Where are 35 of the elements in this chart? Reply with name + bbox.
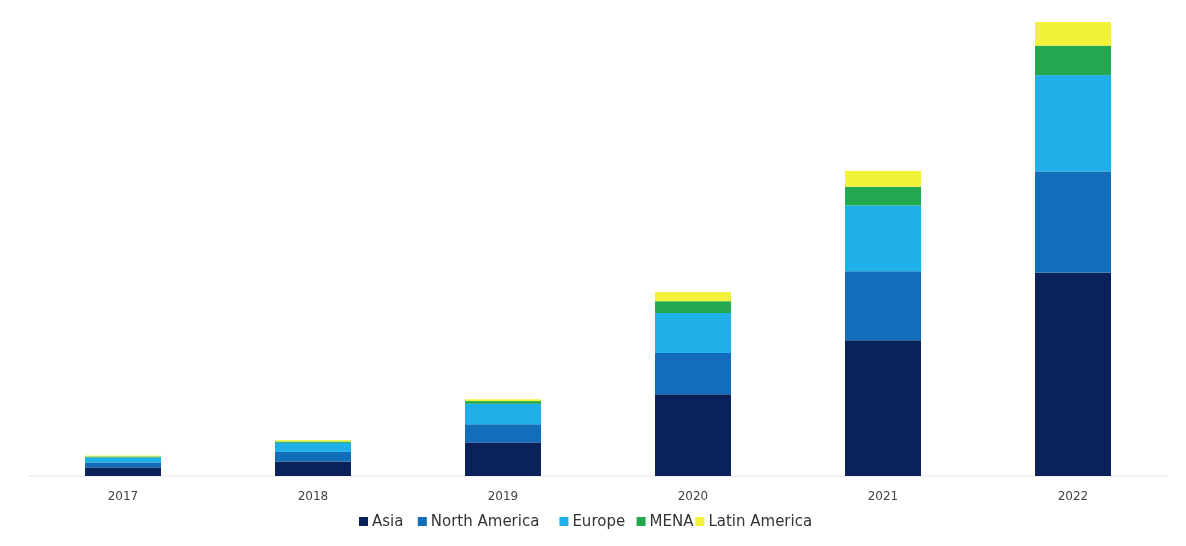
bar: [655, 313, 731, 353]
bar: [85, 462, 161, 468]
bar: [275, 442, 351, 452]
bar: [845, 271, 921, 341]
bar: [1035, 272, 1111, 476]
bar: [1035, 45, 1111, 76]
bar: [275, 461, 351, 476]
x-tick-label: 2020: [677, 489, 709, 503]
x-tick-label: 2017: [107, 489, 139, 503]
bar: [465, 442, 541, 476]
bar: [465, 403, 541, 425]
legend-label: Asia: [372, 512, 404, 530]
bar: [85, 457, 161, 463]
x-tick-label: 2018: [297, 489, 329, 503]
bar: [845, 186, 921, 206]
x-tick-label: 2019: [487, 489, 519, 503]
bar: [655, 301, 731, 314]
x-tick-label: 2021: [867, 489, 899, 503]
legend-label: Europe: [572, 512, 626, 530]
bar: [845, 205, 921, 272]
legend-label: Latin America: [708, 512, 813, 530]
legend-label: North America: [430, 512, 540, 530]
bar: [655, 292, 731, 302]
x-tick-label: 2022: [1057, 489, 1089, 503]
bar: [655, 394, 731, 476]
bar: [845, 340, 921, 476]
bar: [1035, 75, 1111, 172]
bar: [275, 451, 351, 462]
bar: [1035, 171, 1111, 273]
legend-label: MENA: [649, 512, 695, 530]
bar: [655, 352, 731, 395]
bar: [465, 424, 541, 443]
bar: [85, 467, 161, 476]
bar: [845, 170, 921, 187]
bar: [1035, 22, 1111, 46]
